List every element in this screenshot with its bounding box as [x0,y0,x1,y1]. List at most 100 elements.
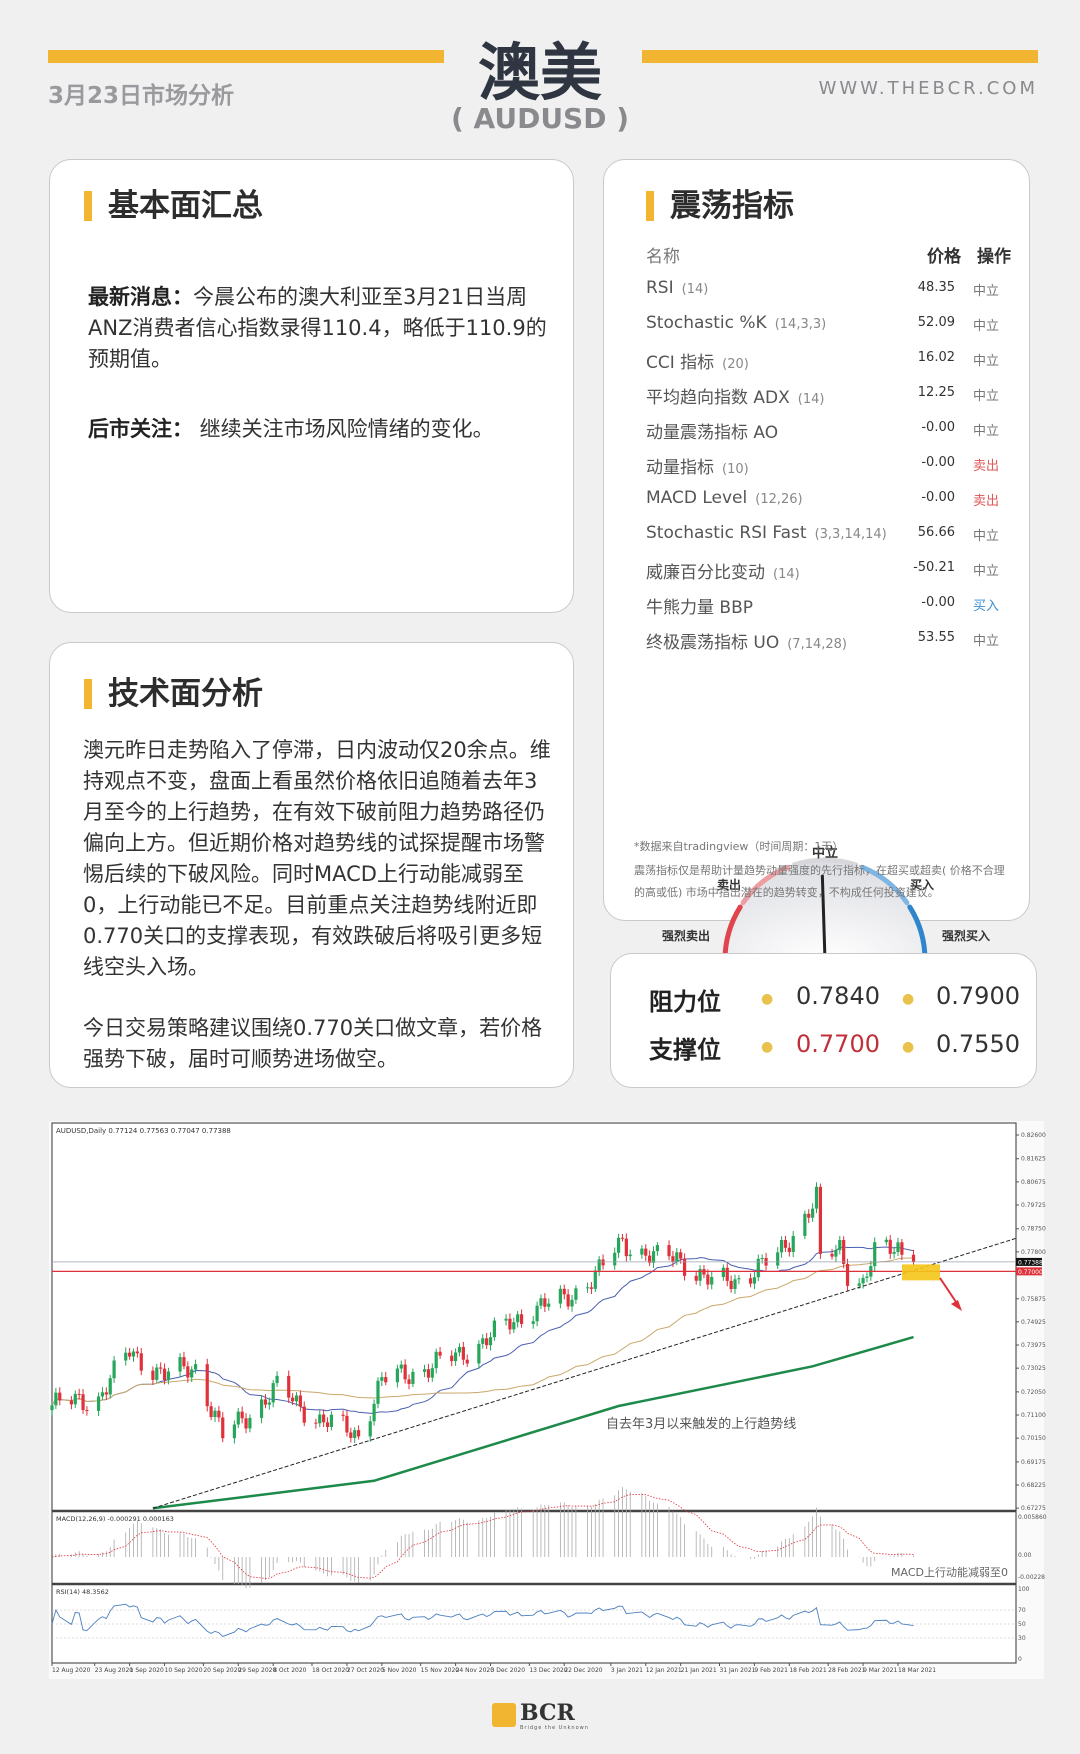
candle-body [492,1320,497,1338]
candle-body [325,1422,330,1427]
candle-body [329,1414,334,1427]
macd-note: MACD上行动能减弱至0 [891,1565,1008,1579]
rsi-tick: 50 [1018,1621,1026,1628]
candle-body [655,1245,659,1252]
date-tick: 28 Feb 2021 [828,1667,866,1674]
outlook-label: 后市关注： [88,417,193,441]
col-price: 价格 [927,247,961,267]
date-tick: 9 Feb 2021 [754,1667,788,1674]
chart-frame [51,1122,1017,1664]
candle-body [706,1274,710,1285]
candle-body [291,1397,295,1402]
candle-body [190,1369,194,1378]
indicator-action: 中立 [972,634,999,649]
candle-body [298,1395,302,1407]
candle-body [465,1359,469,1364]
candle-body [679,1252,683,1259]
candle-body [104,1392,108,1395]
indicator-params: (14) [773,567,800,582]
candle-body [818,1186,822,1254]
candle-body [547,1303,551,1307]
indicator-label: 牛熊力量 BBP [646,598,753,618]
candle-body [543,1298,547,1307]
candle-body [640,1248,644,1255]
candle-body [205,1364,209,1407]
candle-body [682,1258,687,1276]
candle-body [128,1352,132,1357]
market-outlook: 后市关注： 继续关注市场风险情绪的变化。 [88,414,548,445]
indicator-row: 动量震荡指标 AO -0.00 中立 [604,418,1029,448]
candle-body [698,1269,702,1281]
indicator-value: -50.21 [913,560,955,575]
indicator-value: -0.00 [921,455,955,470]
candle-body [516,1314,520,1323]
candle-body [597,1259,601,1271]
candle-body [566,1294,570,1307]
candle-body [721,1267,725,1278]
technical-card: 技术面分析 澳元昨日走势陷入了停滞，日内波动仅20余点。维持观点不变，盘面上看虽… [49,642,574,1088]
candle-body [287,1375,291,1398]
date-tick: 12 Jan 2021 [646,1667,682,1674]
logo-text: BCR [520,1700,575,1726]
macd-tick: -0.00228 [1018,1574,1045,1581]
candle-body [395,1368,399,1383]
candle-body [570,1299,574,1307]
indicator-name: 平均趋向指数 ADX (14) [646,383,824,408]
candle-body [186,1366,190,1378]
candle-body [648,1255,652,1263]
candle-body [842,1240,846,1264]
gauge-arc-buy [859,864,910,906]
candle-body [58,1392,62,1401]
price-tick: 0.75875 [1021,1296,1046,1303]
date-tick: 22 Dec 2020 [564,1667,603,1674]
indicator-name: 终极震荡指标 UO (7,14,28) [646,628,847,653]
indicator-row: 牛熊力量 BBP -0.00 买入 [604,593,1029,623]
candle-body [248,1417,252,1429]
price-tick: 0.82600 [1021,1132,1046,1139]
candle-body [434,1351,438,1369]
candle-body [838,1240,842,1251]
rsi-tick: 70 [1018,1607,1026,1614]
rsi-tick: 100 [1018,1586,1030,1593]
indicator-value: -0.00 [921,420,955,435]
indicator-params: (10) [722,462,749,477]
price-tick: 0.77800 [1021,1249,1046,1256]
indicator-name: Stochastic %K (14,3,3) [646,313,826,333]
indicator-params: (14,3,3) [774,317,827,332]
price-tick: 0.74925 [1021,1319,1046,1326]
col-name: 名称 [646,247,680,267]
technical-paragraph-1: 澳元昨日走势陷入了停滞，日内波动仅20余点。维持观点不变，盘面上看虽然价格依旧追… [83,738,551,979]
indicator-params: (14) [681,282,709,297]
symbol-label: ( AUDUSD ) [450,102,630,135]
date-tick: 8 Oct 2020 [273,1667,306,1674]
indicator-action: 中立 [972,284,999,299]
down-arrow-shaft [939,1277,959,1306]
indicator-action: 中立 [972,424,999,439]
candle-body [438,1351,442,1356]
website-link[interactable]: WWW.THEBCR.COM [818,78,1038,99]
candle-body [624,1238,628,1257]
candle-body [356,1430,361,1437]
candle-body [869,1266,873,1277]
candle-body [834,1250,838,1257]
candle-body [73,1393,77,1405]
ma-long-line [152,1335,914,1510]
indicator-params: (14) [797,392,825,407]
candle-body [302,1406,306,1423]
gauge-label-sell: 卖出 [717,877,741,892]
indicator-name: 动量指标 (10) [646,453,749,478]
fundamentals-card: 基本面汇总 最新消息：今晨公布的澳大利亚至3月21日当周ANZ消费者信心指数录得… [49,159,574,613]
indicator-name: CCI 指标 (20) [646,348,749,373]
candle-body [77,1393,81,1395]
indicator-row: MACD Level (12,26) -0.00 卖出 [604,488,1029,518]
candle-body [512,1322,516,1330]
candle-body [861,1277,865,1284]
candle-body [737,1278,741,1280]
candle-body [294,1395,299,1402]
price-tick: 0.79725 [1021,1202,1046,1209]
bullet-dot: ● [902,991,915,1007]
technical-paragraph-2: 今日交易策略建议围绕0.770关口做文章，若价格强势下破，届时可顺势进场做空。 [83,1016,543,1071]
candle-body [349,1432,353,1438]
rsi-tick: 0 [1018,1656,1022,1663]
support-2: 0.7550 [936,1030,1020,1058]
